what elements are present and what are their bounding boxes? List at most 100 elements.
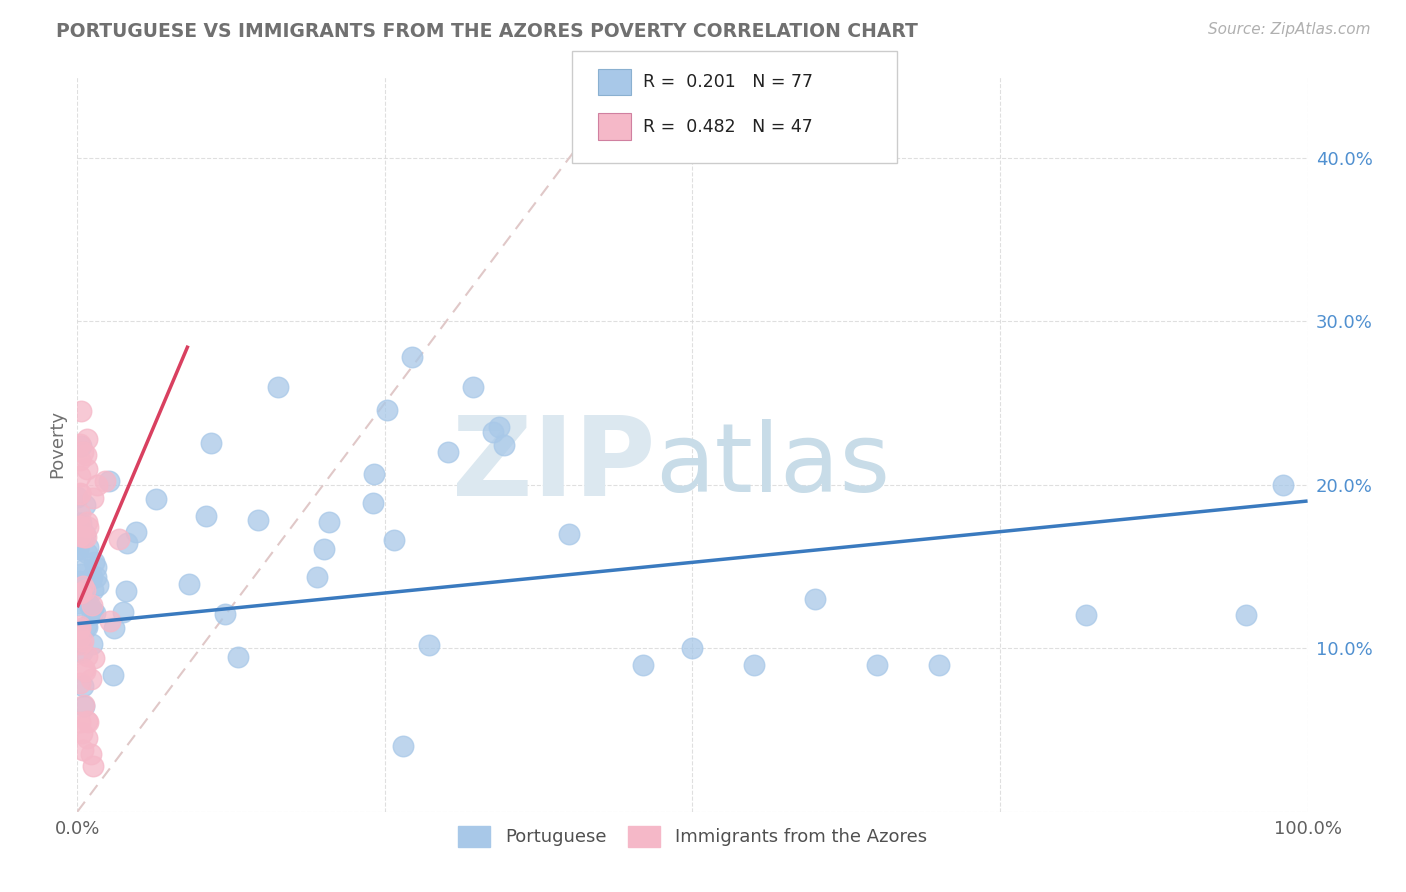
Point xyxy=(75,448,97,462)
Point xyxy=(108,532,131,546)
Point xyxy=(69,621,91,635)
Point xyxy=(69,636,91,650)
Text: PORTUGUESE VS IMMIGRANTS FROM THE AZORES POVERTY CORRELATION CHART: PORTUGUESE VS IMMIGRANTS FROM THE AZORES… xyxy=(56,22,918,41)
Point xyxy=(382,533,405,547)
Point xyxy=(558,526,581,541)
Text: ZIP: ZIP xyxy=(453,412,655,519)
Point xyxy=(312,541,335,556)
Point xyxy=(84,560,107,574)
Point xyxy=(70,586,93,600)
Point xyxy=(928,657,950,672)
Point xyxy=(488,419,510,434)
Point xyxy=(375,403,398,417)
Text: atlas: atlas xyxy=(655,419,890,512)
Point xyxy=(86,477,108,491)
Point xyxy=(392,739,415,754)
Point xyxy=(67,574,90,588)
Point xyxy=(82,598,104,612)
Point xyxy=(72,679,94,693)
Point xyxy=(70,645,93,659)
Point xyxy=(76,714,98,729)
Point xyxy=(436,445,458,459)
Point xyxy=(482,425,505,439)
Point xyxy=(114,584,136,599)
Point xyxy=(76,731,98,746)
Point xyxy=(70,567,93,582)
Point xyxy=(111,605,134,619)
Point xyxy=(83,555,105,569)
Point xyxy=(73,698,96,713)
Point xyxy=(401,350,423,364)
Point xyxy=(69,533,91,548)
Point xyxy=(98,475,121,489)
Point xyxy=(103,621,125,635)
Point xyxy=(226,650,249,665)
Point xyxy=(75,498,97,512)
Legend: Portuguese, Immigrants from the Azores: Portuguese, Immigrants from the Azores xyxy=(449,817,936,855)
Point xyxy=(66,542,89,557)
Point xyxy=(1234,608,1257,623)
Point xyxy=(72,742,94,756)
Point xyxy=(76,595,98,609)
Point xyxy=(75,526,97,541)
Point xyxy=(66,532,89,546)
Point xyxy=(125,524,148,539)
Point xyxy=(83,650,105,665)
Point xyxy=(76,620,98,634)
Point xyxy=(84,570,107,584)
Point xyxy=(82,604,104,618)
Point xyxy=(83,607,105,621)
Point xyxy=(76,546,98,560)
Point xyxy=(80,637,103,651)
Point xyxy=(76,432,98,446)
Point xyxy=(77,520,100,534)
Point xyxy=(79,599,101,613)
Point xyxy=(267,380,290,394)
Point xyxy=(246,513,269,527)
Point xyxy=(69,533,91,548)
Point xyxy=(82,583,104,598)
Point xyxy=(66,598,89,612)
Point xyxy=(69,619,91,633)
Point xyxy=(73,662,96,676)
Point xyxy=(75,530,97,544)
Point xyxy=(69,586,91,600)
Point xyxy=(318,516,340,530)
Point xyxy=(77,540,100,554)
Point xyxy=(200,435,222,450)
Point xyxy=(70,404,93,418)
Point xyxy=(463,380,485,394)
Point xyxy=(94,475,117,489)
Point xyxy=(69,507,91,521)
Point xyxy=(70,726,93,740)
Point xyxy=(80,607,103,622)
Point xyxy=(195,508,218,523)
Point xyxy=(82,491,104,505)
Point xyxy=(214,607,236,621)
Point xyxy=(305,570,328,584)
Point xyxy=(79,572,101,586)
Point xyxy=(494,438,516,452)
Point xyxy=(804,592,827,607)
Point xyxy=(76,461,98,475)
Point xyxy=(80,672,103,686)
Point xyxy=(75,619,97,633)
Point xyxy=(145,492,167,507)
Point xyxy=(69,436,91,450)
Point xyxy=(69,630,91,644)
Point xyxy=(177,576,200,591)
Point xyxy=(80,747,103,762)
Point xyxy=(682,641,704,656)
Point xyxy=(76,648,98,663)
Point xyxy=(69,516,91,531)
Point xyxy=(76,515,98,529)
Point xyxy=(742,657,765,672)
Point xyxy=(66,490,89,504)
Point xyxy=(69,453,91,467)
Point xyxy=(66,542,89,557)
Point xyxy=(72,579,94,593)
Point xyxy=(70,636,93,650)
Point xyxy=(73,698,96,713)
Text: R =  0.482   N = 47: R = 0.482 N = 47 xyxy=(643,118,813,136)
Point xyxy=(73,530,96,544)
